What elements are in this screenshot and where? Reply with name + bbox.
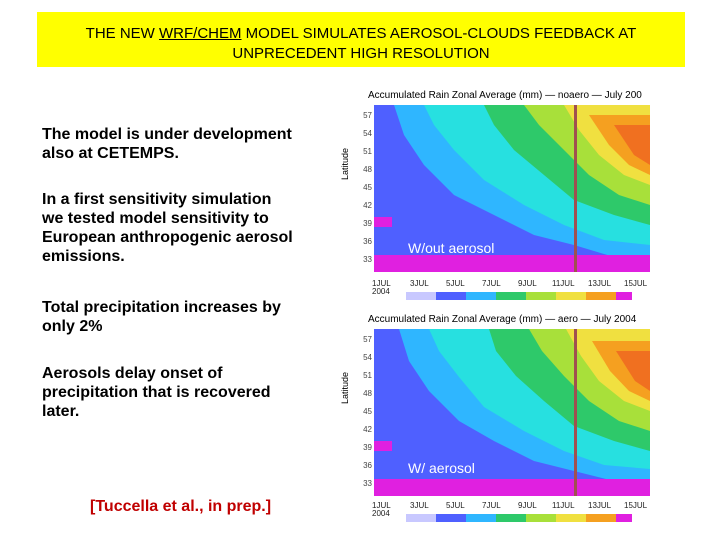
x-tick: 15JUL xyxy=(624,501,648,510)
paragraph-delay: Aerosols delay onset of precipitation th… xyxy=(42,365,271,420)
colorbar-aero xyxy=(406,514,632,522)
paragraph-sensitivity: In a first sensitivity simulation we tes… xyxy=(42,191,293,265)
colorbar-noaero xyxy=(406,292,632,300)
x-tick: 11JUL xyxy=(552,501,575,510)
x-tick: 9JUL xyxy=(518,501,537,510)
y-tick: 33 xyxy=(363,479,372,488)
y-tick: 36 xyxy=(363,237,372,246)
x-tick: 7JUL xyxy=(482,279,501,288)
citation: [Tuccella et al., in prep.] xyxy=(90,498,272,515)
y-tick: 36 xyxy=(363,461,372,470)
y-tick: 48 xyxy=(363,165,372,174)
y-tick: 51 xyxy=(363,371,372,380)
x-tick: 11JUL xyxy=(552,279,575,288)
chart-aero: Accumulated Rain Zonal Average (mm) — ae… xyxy=(338,314,668,529)
heatmap-noaero xyxy=(374,105,650,272)
y-tick: 33 xyxy=(363,255,372,264)
y-ticks: 57 54 51 48 45 42 39 36 33 xyxy=(358,105,374,272)
y-axis-label: Latitude xyxy=(340,371,350,404)
y-tick: 42 xyxy=(363,425,372,434)
y-tick: 54 xyxy=(363,353,372,362)
heatmap-aero xyxy=(374,329,650,496)
y-tick: 48 xyxy=(363,389,372,398)
y-ticks: 57 54 51 48 45 42 39 36 33 xyxy=(358,329,374,496)
chart-noaero: Accumulated Rain Zonal Average (mm) — no… xyxy=(338,90,668,305)
title-part1: THE NEW xyxy=(85,25,160,42)
x-tick: 1JUL 2004 xyxy=(372,501,391,518)
y-tick: 42 xyxy=(363,201,372,210)
x-tick: 15JUL xyxy=(624,279,648,288)
y-tick: 57 xyxy=(363,335,372,344)
y-tick: 51 xyxy=(363,147,372,156)
x-tick: 5JUL xyxy=(446,501,465,510)
y-axis-label: Latitude xyxy=(340,147,350,180)
y-tick: 39 xyxy=(363,443,372,452)
chart-title: Accumulated Rain Zonal Average (mm) — ae… xyxy=(368,314,637,325)
y-tick: 57 xyxy=(363,111,372,120)
x-tick: 9JUL xyxy=(518,279,537,288)
y-tick: 39 xyxy=(363,219,372,228)
series-label-aero: W/ aerosol xyxy=(408,460,475,476)
series-label-noaero: W/out aerosol xyxy=(408,240,495,256)
x-tick: 7JUL xyxy=(482,501,501,510)
title-line2: UNPRECEDENT HIGH RESOLUTION xyxy=(232,45,490,62)
paragraph-development: The model is under development also at C… xyxy=(42,126,292,162)
chart-title: Accumulated Rain Zonal Average (mm) — no… xyxy=(368,90,642,101)
x-tick: 13JUL xyxy=(588,501,612,510)
y-tick: 45 xyxy=(363,407,372,416)
y-tick: 45 xyxy=(363,183,372,192)
x-tick: 13JUL xyxy=(588,279,612,288)
x-tick: 1JUL 2004 xyxy=(372,279,391,296)
title-part2: MODEL SIMULATES AEROSOL-CLOUDS FEEDBACK … xyxy=(241,25,637,42)
x-tick: 3JUL xyxy=(410,279,429,288)
x-tick: 3JUL xyxy=(410,501,429,510)
paragraph-precipitation: Total precipitation increases by only 2% xyxy=(42,299,281,335)
slide-title: THE NEW WRF/CHEM MODEL SIMULATES AEROSOL… xyxy=(37,12,685,67)
title-underlined: WRF/CHEM xyxy=(159,25,242,42)
x-tick: 5JUL xyxy=(446,279,465,288)
y-tick: 54 xyxy=(363,129,372,138)
